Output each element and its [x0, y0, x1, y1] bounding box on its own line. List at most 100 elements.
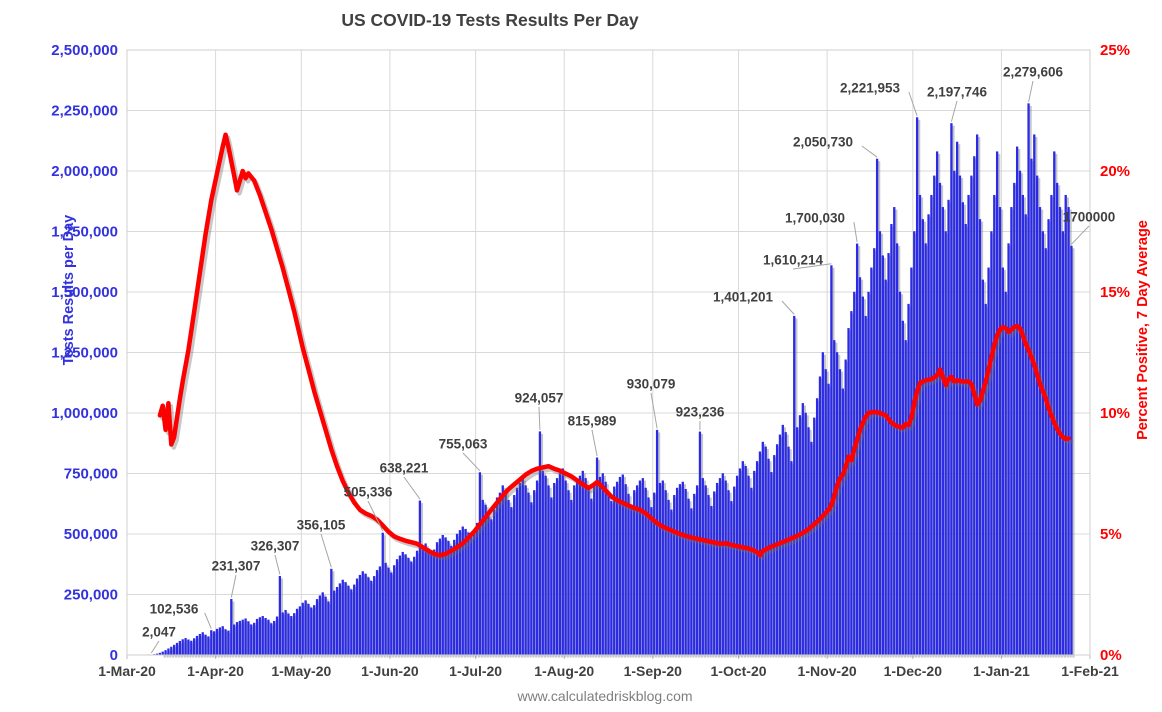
bar: [375, 570, 379, 656]
bar: [773, 455, 776, 656]
annotation-label: 923,236: [676, 405, 725, 420]
annotation-leader: [861, 145, 878, 158]
bar: [875, 158, 879, 656]
bar: [733, 486, 736, 656]
bar: [813, 417, 816, 656]
bar: [910, 267, 913, 656]
bar: [841, 388, 844, 656]
bar: [1004, 291, 1007, 656]
right-tick-label: 5%: [1100, 526, 1122, 543]
left-axis-tick-labels: 0 250,000 500,000 750,000 1,000,000 1,250,000…: [51, 42, 118, 664]
annotation-leader: [1071, 225, 1090, 245]
bar: [815, 398, 819, 656]
annotation-label: 1700000: [1063, 210, 1116, 225]
bar: [830, 265, 833, 656]
annotation-label: 231,307: [212, 559, 261, 574]
bar: [295, 608, 299, 656]
x-tick-label: 1-Nov-20: [798, 663, 857, 679]
annotation-label: 1,700,030: [785, 211, 845, 226]
bar: [1041, 231, 1044, 656]
site-watermark: www.calculatedriskblog.com: [517, 688, 693, 704]
chart-title: US COVID-19 Tests Results Per Day: [341, 10, 639, 30]
bar: [244, 618, 247, 656]
annotation-label: 2,050,730: [793, 135, 853, 150]
x-tick-label: 1-Jul-20: [449, 663, 502, 679]
bar: [224, 629, 227, 656]
annotation-leader: [591, 429, 598, 457]
bar: [450, 545, 453, 656]
bar: [1030, 158, 1033, 656]
bar: [213, 631, 216, 656]
bar: [370, 580, 373, 656]
bar: [315, 599, 319, 656]
bar: [587, 487, 590, 656]
bar: [513, 495, 516, 656]
bar: [715, 482, 719, 656]
bar: [438, 538, 442, 656]
bar: [218, 627, 222, 656]
annotation-leader: [204, 612, 212, 629]
annotation-label: 102,536: [150, 602, 199, 617]
x-tick-label: 1-Oct-20: [711, 663, 767, 679]
bar: [864, 315, 867, 656]
bar: [181, 639, 184, 656]
bar: [827, 383, 830, 656]
bar: [907, 303, 910, 656]
bar: [495, 497, 499, 656]
bar: [433, 549, 436, 656]
bar: [741, 461, 744, 656]
bar: [298, 606, 302, 656]
bar: [521, 478, 524, 656]
bar: [198, 633, 202, 656]
bar: [584, 478, 587, 656]
annotation-label: 638,221: [380, 461, 429, 476]
left-axis-title: Tests Results per Day: [61, 215, 77, 365]
bar: [195, 635, 199, 656]
bar: [273, 620, 276, 656]
bar: [170, 646, 173, 656]
bar: [947, 199, 950, 656]
bar: [507, 499, 510, 656]
bar: [718, 478, 722, 656]
bar: [770, 472, 773, 656]
bar: [333, 590, 336, 656]
bar: [193, 638, 196, 656]
annotation-label: 815,989: [568, 414, 617, 429]
bar: [1010, 207, 1013, 656]
bar: [1064, 194, 1067, 656]
bar: [961, 202, 964, 656]
bar: [527, 492, 530, 656]
bar: [558, 473, 562, 656]
annotation-label: 505,336: [344, 485, 393, 500]
x-tick-label: 1-Dec-20: [884, 663, 943, 679]
bar: [647, 497, 650, 656]
bar: [847, 328, 850, 656]
bar: [887, 253, 890, 656]
bar: [1007, 243, 1010, 656]
bar: [867, 291, 870, 656]
bar: [353, 584, 356, 656]
bar: [573, 485, 576, 656]
right-tick-label: 0%: [1100, 647, 1122, 664]
annotation-leader: [1028, 80, 1034, 102]
bar: [238, 620, 242, 656]
annotation-label: 1,610,214: [763, 253, 824, 268]
left-tick-label: 0: [110, 647, 118, 664]
bar: [401, 551, 404, 656]
bar: [481, 499, 484, 656]
bar: [735, 475, 739, 656]
bar: [201, 632, 204, 656]
bar: [684, 488, 687, 656]
bar: [1038, 207, 1042, 656]
bar: [498, 492, 502, 656]
bar: [650, 507, 653, 656]
right-tick-label: 15%: [1100, 284, 1130, 301]
bar: [393, 565, 396, 656]
annotation-label: 2,047: [142, 625, 176, 640]
bar: [730, 501, 733, 656]
bar: [395, 559, 399, 656]
annotation-leader: [853, 221, 858, 243]
bar: [604, 481, 607, 656]
annotations: 2,047 102,536 231,307 326,307 356,105 505,336…: [142, 65, 1115, 654]
